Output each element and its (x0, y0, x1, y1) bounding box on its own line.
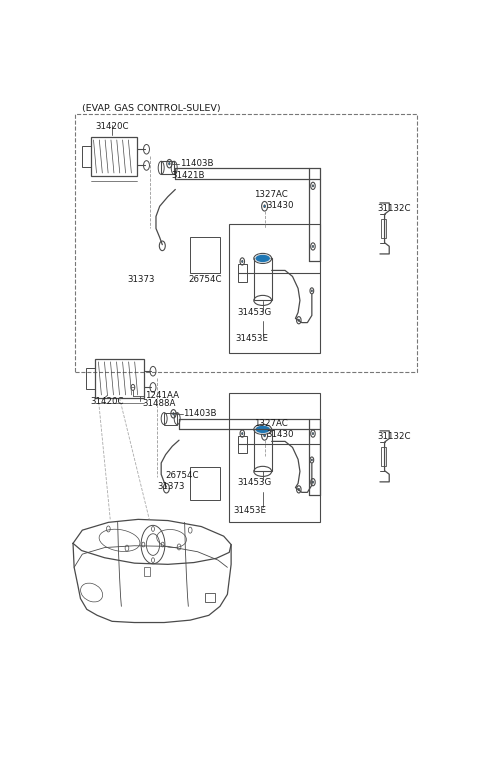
Text: 31132C: 31132C (377, 204, 410, 213)
Text: (EVAP. GAS CONTROL-SULEV): (EVAP. GAS CONTROL-SULEV) (83, 104, 221, 113)
Bar (205, 593, 216, 602)
Text: 1327AC: 1327AC (254, 190, 288, 199)
Bar (381, 219, 386, 238)
Text: 1241AA: 1241AA (145, 391, 179, 400)
Bar (254, 429, 272, 471)
Text: 31420C: 31420C (91, 397, 124, 406)
Bar (91, 137, 137, 176)
Text: 31430: 31430 (266, 430, 294, 439)
Circle shape (264, 205, 265, 208)
Text: 31430: 31430 (266, 200, 294, 210)
Circle shape (312, 185, 313, 187)
Bar (238, 436, 247, 453)
Text: 31420C: 31420C (96, 122, 129, 131)
Ellipse shape (255, 255, 270, 263)
Bar (229, 393, 321, 523)
Text: 11403B: 11403B (183, 409, 217, 418)
Circle shape (264, 434, 265, 437)
Circle shape (241, 260, 243, 263)
Text: 31453E: 31453E (233, 506, 266, 515)
Bar (381, 447, 386, 466)
Text: 31373: 31373 (157, 482, 185, 492)
Text: 31453E: 31453E (236, 333, 269, 343)
Bar (96, 359, 144, 398)
Bar (82, 146, 91, 167)
Circle shape (312, 481, 313, 483)
Text: 26754C: 26754C (188, 275, 222, 284)
Bar (75, 115, 417, 372)
Text: 31373: 31373 (128, 275, 155, 284)
Circle shape (298, 319, 300, 321)
Circle shape (173, 413, 174, 415)
Circle shape (312, 245, 313, 248)
Circle shape (241, 432, 243, 435)
Text: 31421B: 31421B (172, 171, 205, 179)
Circle shape (168, 162, 170, 165)
Bar (254, 259, 272, 301)
Text: 11403B: 11403B (180, 159, 213, 168)
Bar (86, 368, 96, 390)
Bar (190, 238, 220, 273)
Bar (229, 224, 321, 353)
Text: 31453G: 31453G (238, 308, 272, 317)
Bar (144, 567, 150, 576)
Text: 1327AC: 1327AC (254, 419, 288, 428)
Bar (161, 161, 174, 174)
Bar (238, 264, 247, 283)
Text: 31488A: 31488A (143, 399, 176, 408)
Text: 26754C: 26754C (165, 471, 199, 480)
Circle shape (312, 432, 313, 435)
Circle shape (298, 488, 300, 491)
Ellipse shape (255, 425, 270, 433)
Text: 31453G: 31453G (238, 478, 272, 487)
Text: 31132C: 31132C (377, 432, 410, 441)
Bar (164, 413, 177, 425)
Bar (190, 467, 220, 500)
